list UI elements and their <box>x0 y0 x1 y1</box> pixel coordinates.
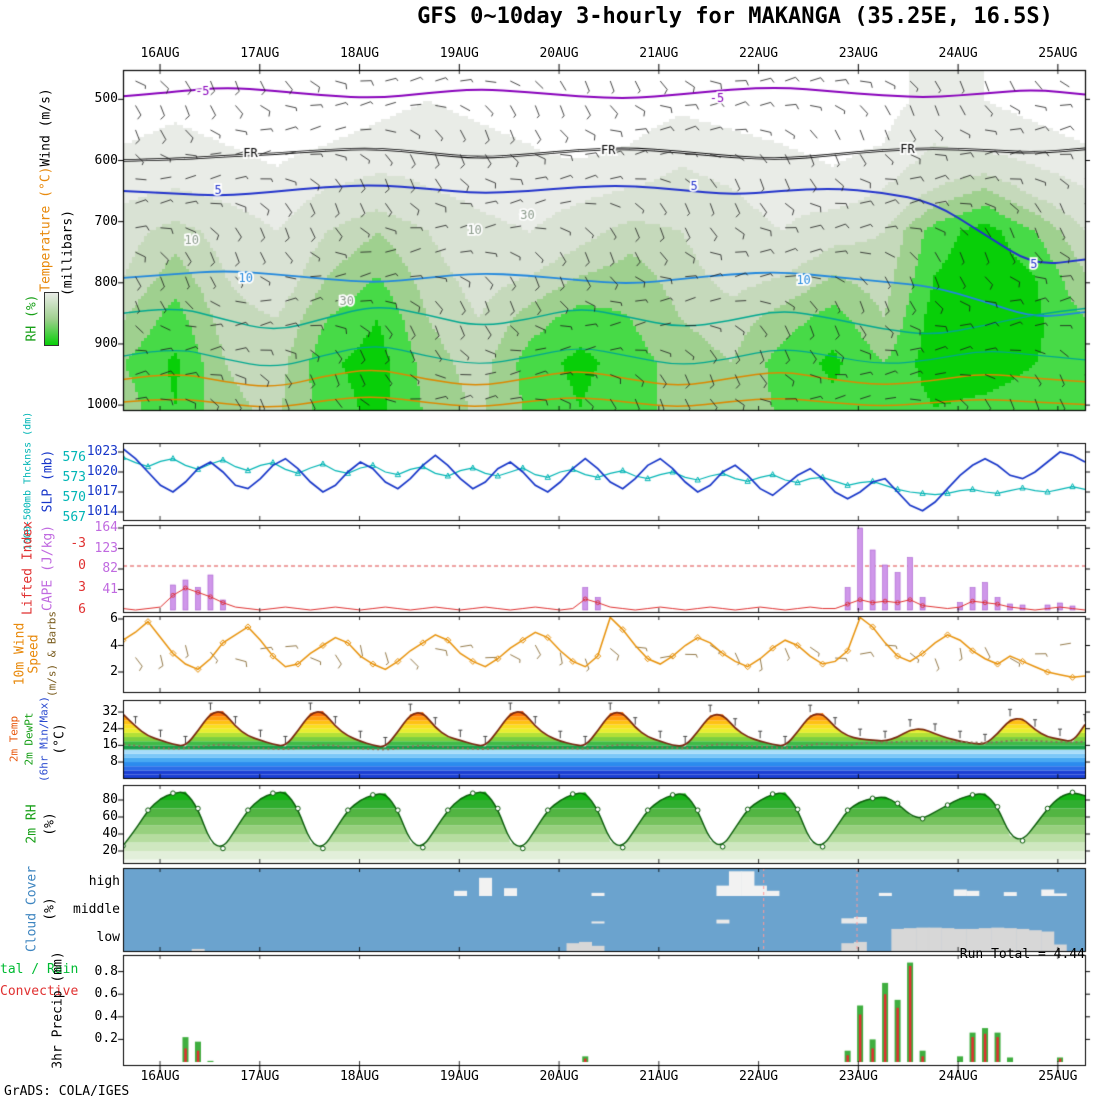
page-title: GFS 0~10day 3-hourly for MAKANGA (35.25E… <box>417 4 1053 29</box>
y-label-rh: RH (%) <box>24 294 40 342</box>
run-total: Run Total = 4.44 <box>959 947 1085 962</box>
p1-ytick-3: 800 <box>94 274 118 290</box>
p3-cape-ytick-1: 123 <box>94 540 118 556</box>
p3-li-ytick-1: 0 <box>78 558 86 573</box>
x-tick-bottom-2: 18AUG <box>339 1069 380 1084</box>
y-label-minmax: (6hr Min/Max) <box>37 695 51 783</box>
x-tick-bottom-4: 20AUG <box>539 1069 579 1084</box>
p3-cape-ytick-0: 164 <box>94 520 118 535</box>
y-label-temp-wind: Temperature (°C)Wind (m/s) <box>39 88 54 292</box>
p1-ytick-1: 600 <box>94 152 118 168</box>
p4-ytick-1: 4 <box>110 637 118 653</box>
x-tick-bottom-0: 16AUG <box>140 1069 180 1084</box>
y-label-rh2m: 2m RH <box>24 804 40 844</box>
x-tick-top-7: 23AUG <box>838 46 878 61</box>
legend-total-rain: tal / Rain <box>0 962 79 977</box>
y-label-temperature: Temperature (°C) <box>38 166 54 292</box>
x-tick-top-6: 22AUG <box>739 46 779 61</box>
p6-ytick-2: 40 <box>102 826 118 841</box>
rh-colorbar <box>44 292 59 346</box>
p3-li-ytick-2: 3 <box>78 580 86 595</box>
p5-ytick-2: 16 <box>102 737 118 753</box>
x-tick-bottom-3: 19AUG <box>439 1069 479 1084</box>
p3-cape-ytick-2: 82 <box>102 561 118 576</box>
p3-cape-ytick-3: 41 <box>102 581 118 597</box>
x-tick-top-8: 24AUG <box>938 46 978 61</box>
grads-credit: GrADS: COLA/IGES <box>4 1084 130 1099</box>
y-label-t2m: 2m Temp <box>7 715 21 763</box>
x-tick-bottom-7: 23AUG <box>838 1069 878 1084</box>
y-label-wind10-2: Speed <box>26 634 42 674</box>
p7-ytick-0: high <box>88 874 120 889</box>
p2-thk-ytick-3: 567 <box>62 510 86 525</box>
y-label-pct7: (%) <box>42 897 58 921</box>
p2-slp-ytick-0: 1023 <box>86 444 118 459</box>
p4-ytick-2: 2 <box>110 664 118 679</box>
x-tick-top-5: 21AUG <box>639 46 679 61</box>
p8-ytick-2: 0.4 <box>94 1008 118 1024</box>
x-tick-bottom-1: 17AUG <box>240 1069 280 1084</box>
p2-thk-ytick-0: 576 <box>62 450 86 465</box>
x-tick-top-4: 20AUG <box>539 46 579 61</box>
p8-ytick-1: 0.6 <box>94 986 118 1002</box>
p6-ytick-0: 80 <box>102 792 118 807</box>
p2-thk-ytick-1: 573 <box>62 470 86 485</box>
p7-ytick-2: low <box>96 930 120 945</box>
x-tick-bottom-8: 24AUG <box>938 1069 978 1084</box>
p1-ytick-2: 700 <box>94 213 118 229</box>
p7-ytick-1: middle <box>73 902 120 917</box>
y-label-wind: Wind (m/s) <box>38 88 54 167</box>
p1-ytick-5: 1000 <box>86 397 118 413</box>
p8-ytick-0: 0.8 <box>94 963 118 979</box>
p1-ytick-0: 500 <box>94 91 118 107</box>
x-tick-top-0: 16AUG <box>140 46 180 61</box>
p2-thk-ytick-2: 570 <box>62 490 86 505</box>
p1-ytick-4: 900 <box>94 335 118 351</box>
x-tick-bottom-5: 21AUG <box>639 1069 679 1084</box>
y-label-td2m: 2m DewPt <box>22 712 36 766</box>
p8-ytick-3: 0.2 <box>94 1031 118 1047</box>
x-tick-bottom-9: 25AUG <box>1038 1069 1078 1084</box>
y-label-pct6: (%) <box>42 812 58 836</box>
x-tick-bottom-6: 22AUG <box>739 1069 779 1084</box>
legend-convective: Convective <box>0 984 79 999</box>
p4-ytick-0: 6 <box>110 611 118 626</box>
y-label-wind10-3: (m/s) & Barbs <box>45 610 59 698</box>
x-tick-top-2: 18AUG <box>339 46 380 61</box>
y-label-cloud-cover: Cloud Cover <box>24 865 40 953</box>
x-tick-top-1: 17AUG <box>240 46 280 61</box>
p6-ytick-3: 20 <box>102 843 118 858</box>
p2-slp-ytick-3: 1014 <box>86 504 118 519</box>
p3-li-ytick-3: 6 <box>78 602 86 617</box>
p6-ytick-1: 60 <box>102 809 118 824</box>
p2-slp-ytick-1: 1020 <box>86 464 118 479</box>
p2-slp-ytick-2: 1017 <box>86 484 118 499</box>
p5-ytick-1: 24 <box>102 720 118 736</box>
p5-ytick-3: 8 <box>110 754 118 770</box>
x-tick-top-3: 19AUG <box>439 46 479 61</box>
p5-ytick-0: 32 <box>102 704 118 720</box>
p3-li-ytick-0: -3 <box>70 536 86 551</box>
y-label-wind10-1: 10m Wind <box>12 622 28 686</box>
x-tick-top-9: 25AUG <box>1038 46 1078 61</box>
